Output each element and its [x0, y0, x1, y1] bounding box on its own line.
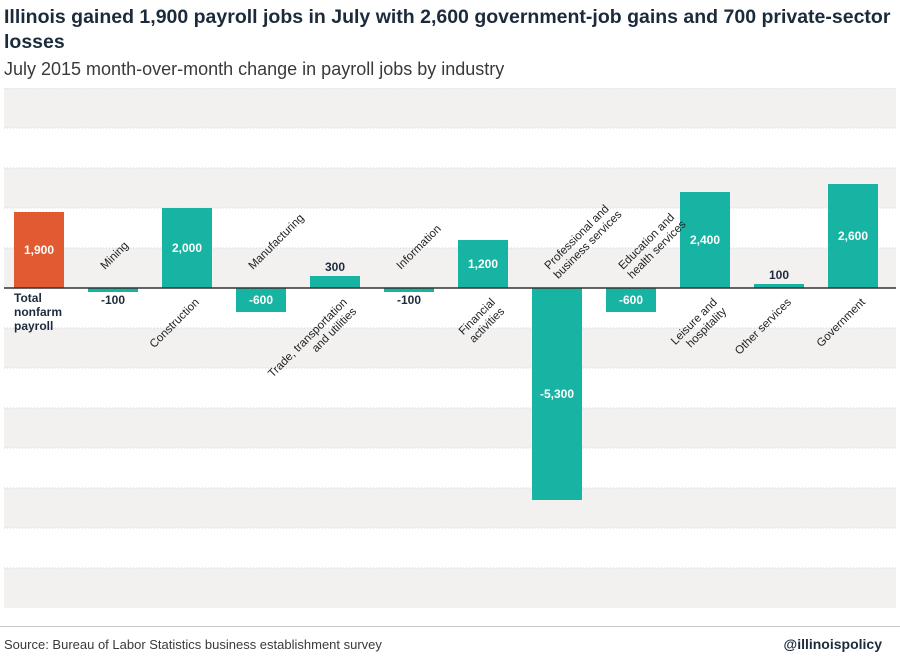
bar: [236, 288, 286, 312]
bar-value-label: 1,900: [24, 243, 54, 257]
grid-band: [4, 448, 896, 488]
bar: [458, 240, 508, 288]
grid-band: [4, 288, 896, 328]
bar-value-label: 300: [325, 260, 345, 274]
bar-value-label: 100: [769, 268, 789, 282]
bar: [310, 276, 360, 288]
chart-subtitle: July 2015 month-over-month change in pay…: [4, 59, 505, 79]
bar: [532, 288, 582, 500]
grid-bands: [4, 88, 896, 608]
grid-band: [4, 368, 896, 408]
bar-value-label: 2,600: [838, 229, 868, 243]
grid-band: [4, 408, 896, 448]
bar-value-label: -600: [619, 293, 643, 307]
grid-band: [4, 528, 896, 568]
grid-band: [4, 568, 896, 608]
bar: [680, 192, 730, 288]
chart-title: Illinois gained 1,900 payroll jobs in Ju…: [4, 6, 891, 53]
source-note: Source: Bureau of Labor Statistics busin…: [4, 637, 382, 652]
bar-value-label: 1,200: [468, 257, 498, 271]
bar-value-label: -5,300: [540, 387, 574, 401]
bar-value-label: -100: [397, 293, 421, 307]
bar-value-label: 2,400: [690, 233, 720, 247]
grid-band: [4, 88, 896, 128]
bar: [754, 284, 804, 288]
grid-band: [4, 328, 896, 368]
footer-divider: [0, 626, 900, 627]
grid-band: [4, 128, 896, 168]
bars: [14, 184, 878, 500]
bar: [162, 208, 212, 288]
bar-value-label: -600: [249, 293, 273, 307]
grid-band: [4, 168, 896, 208]
grid-band: [4, 248, 896, 288]
twitter-handle[interactable]: @illinoispolicy: [783, 636, 882, 652]
bar-value-label: 2,000: [172, 241, 202, 255]
bar: [88, 288, 138, 292]
bar: [828, 184, 878, 288]
bar: [384, 288, 434, 292]
category-label: Total nonfarm payroll: [14, 291, 62, 333]
bar-value-label: -100: [101, 293, 125, 307]
grid-band: [4, 208, 896, 248]
bar: [14, 212, 64, 288]
bar: [606, 288, 656, 312]
grid-band: [4, 488, 896, 528]
